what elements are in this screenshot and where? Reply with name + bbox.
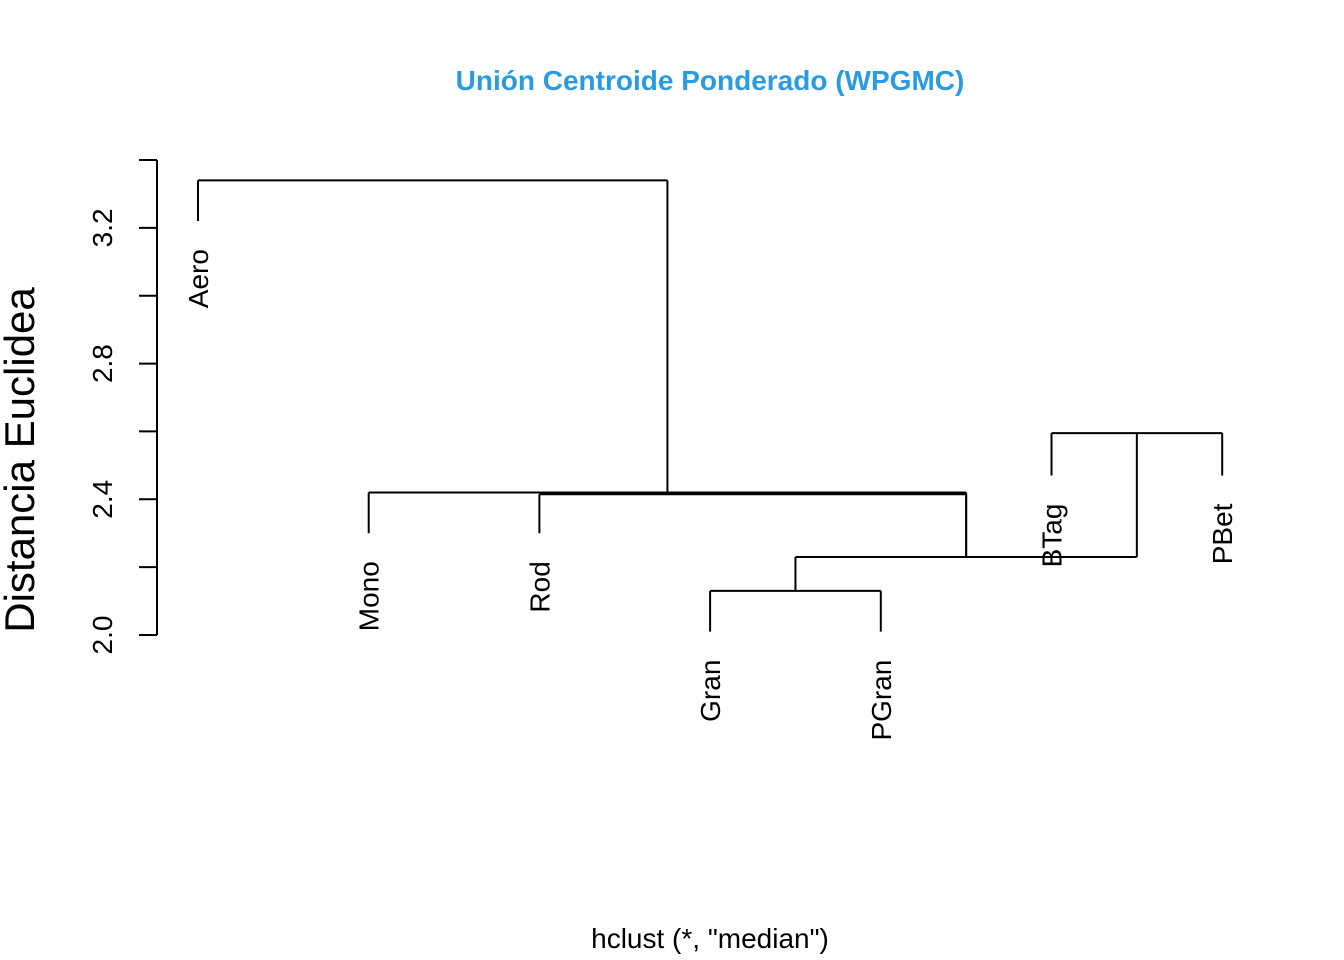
y-tick-label: 2.8 bbox=[87, 344, 118, 383]
leaf-label: Gran bbox=[695, 660, 726, 722]
dendrogram-tree bbox=[197, 179, 1224, 632]
y-axis: 2.0 2.4 2.8 3.2 bbox=[87, 159, 158, 655]
y-axis-label: Distancia Euclidea bbox=[0, 287, 43, 633]
y-tick-label: 2.4 bbox=[87, 480, 118, 519]
leaf-label: Aero bbox=[183, 249, 214, 308]
leaf-label: BTag bbox=[1037, 504, 1068, 568]
leaf-labels: Aero Mono Rod Gran PGran BTag PBet bbox=[183, 249, 1238, 740]
leaf-label: PGran bbox=[866, 660, 897, 741]
x-axis-caption: hclust (*, "median") bbox=[591, 923, 829, 954]
leaf-label: Mono bbox=[354, 561, 385, 631]
leaf-label: PBet bbox=[1207, 503, 1238, 564]
y-tick-label: 2.0 bbox=[87, 616, 118, 655]
leaf-label: Rod bbox=[524, 561, 555, 612]
y-tick-label: 3.2 bbox=[87, 208, 118, 247]
chart-title: Unión Centroide Ponderado (WPGMC) bbox=[456, 65, 965, 96]
